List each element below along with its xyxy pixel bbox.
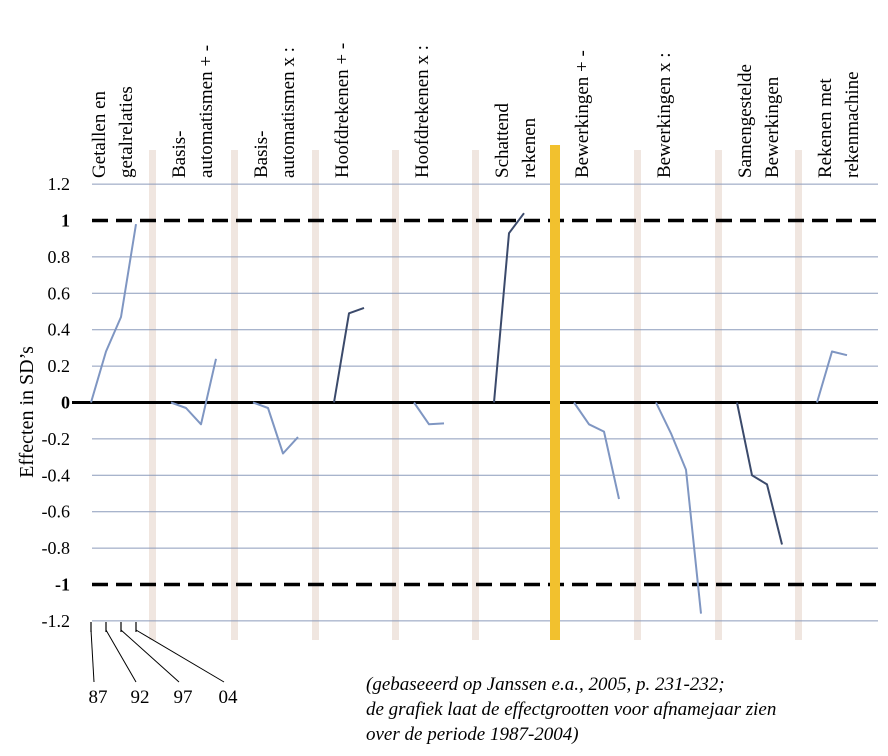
column-separator: [312, 150, 319, 640]
y-tick-label: 0.2: [48, 356, 71, 376]
column-header-line2: rekenmachine: [842, 71, 863, 178]
column-header-line1: Samengestelde: [735, 64, 756, 178]
series-line: [493, 212, 525, 403]
y-tick-label: -0.4: [42, 465, 71, 485]
gridlines: [92, 183, 878, 622]
y-tick-label: -0.2: [42, 429, 71, 449]
column-header-line1: Getallen en: [89, 90, 110, 178]
column-header-line1: Hoofdrekenen + -: [332, 43, 353, 178]
source-note-line: over de periode 1987-2004): [366, 724, 579, 745]
column-header-line2: getalrelaties: [116, 86, 137, 178]
column-separators: [149, 150, 802, 640]
column-header-line1: Bewerkingen + -: [572, 50, 593, 178]
series-line: [333, 306, 365, 403]
column-header-line1: Basis-: [251, 131, 272, 179]
series-line: [90, 223, 137, 403]
column-header-line1: Hoofdrekenen x :: [412, 45, 433, 178]
y-tick-label: 1: [61, 211, 70, 231]
y-tick-label: -1.2: [42, 611, 71, 631]
source-note-line: de grafiek laat de effectgrootten voor a…: [366, 699, 777, 720]
series-line: [413, 401, 445, 426]
y-tick-label: 0.4: [48, 320, 71, 340]
column-headers: Getallen en getalrelaties Basis-automatism…: [89, 43, 863, 178]
source-note: (gebaseeerd op Janssen e.a., 2005, p. 23…: [366, 672, 888, 747]
column-header-line2: Bewerkingen: [762, 76, 783, 178]
year-leader-line: [90, 629, 95, 683]
y-tick-label: 0: [61, 393, 70, 413]
series-line: [655, 402, 702, 614]
year-label: 97: [174, 687, 193, 708]
series-line: [736, 402, 783, 545]
y-tick-label: -1: [55, 575, 70, 595]
series-lines: [90, 212, 848, 614]
column-header-line2: rekenen: [519, 117, 540, 178]
y-tick-label: -0.6: [42, 502, 71, 522]
source-note-line: (gebaseeerd op Janssen e.a., 2005, p. 23…: [366, 674, 725, 695]
column-header-line2: automatismen + -: [196, 45, 217, 178]
column-header-line1: Schattend: [492, 103, 513, 178]
y-tick-label: 0.8: [48, 247, 71, 267]
year-leader-line: [105, 629, 137, 683]
column-separator: [795, 150, 802, 640]
column-separator: [149, 150, 156, 640]
series-line: [573, 401, 620, 500]
column-header-line2: automatismen x :: [278, 47, 299, 178]
y-tick-label: -0.8: [42, 538, 71, 558]
y-tick-label: 1.2: [48, 174, 71, 194]
year-legend: 87 92 97 04: [89, 622, 239, 708]
year-label: 87: [89, 687, 108, 708]
series-line: [816, 350, 848, 403]
column-header-line1: Basis-: [169, 131, 190, 179]
divider-bar: [550, 145, 560, 640]
year-label: 92: [131, 687, 150, 708]
column-separator: [231, 150, 238, 640]
year-leader-line: [135, 629, 225, 683]
year-label: 04: [219, 687, 239, 708]
y-tick-labels: 1.2 1 0.8 0.6 0.4 0.2 0 -0.2 -0.4 -0.6 -0.8 -1 -1.2: [42, 174, 71, 631]
column-separator: [472, 150, 479, 640]
column-header-line1: Bewerkingen x :: [654, 52, 675, 178]
section-divider: [550, 145, 560, 640]
column-header-line1: Rekenen met: [815, 78, 836, 178]
column-separator: [634, 150, 641, 640]
series-line: [252, 401, 299, 455]
column-separator: [392, 150, 399, 640]
series-line: [170, 358, 217, 426]
y-axis-label: Effecten in SD’s: [16, 346, 38, 478]
column-separator: [715, 150, 722, 640]
year-leader-line: [120, 629, 180, 683]
y-tick-label: 0.6: [48, 283, 71, 303]
